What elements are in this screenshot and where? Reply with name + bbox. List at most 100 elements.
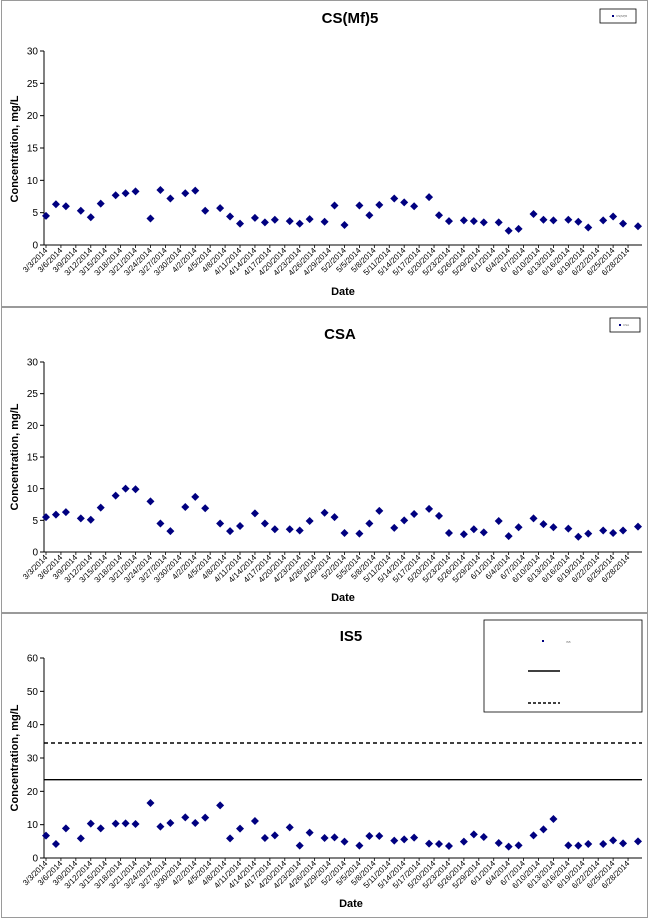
y-axis-label: Concentration, mg/L: [9, 403, 21, 510]
data-point: [574, 532, 583, 541]
data-point: [549, 523, 558, 532]
data-point: [260, 834, 269, 842]
data-point: [425, 193, 434, 202]
data-point: [444, 529, 453, 537]
data-point: [584, 529, 593, 538]
data-point: [435, 511, 444, 520]
data-point: [305, 516, 314, 525]
data-point: [295, 841, 304, 850]
data-point: [355, 841, 364, 850]
data-point: [479, 218, 488, 227]
data-point: [236, 522, 245, 531]
data-point: [549, 216, 558, 225]
data-point: [479, 833, 488, 841]
y-tick-label: 10: [27, 176, 39, 187]
data-point: [400, 198, 409, 207]
data-point: [529, 209, 538, 218]
data-point: [96, 199, 105, 208]
data-point: [201, 504, 210, 513]
chart-csmf5: CS(Mf)5 CS(Mf)50510152025303/3/20143/6/20…: [9, 8, 642, 298]
legend: IS5: [483, 619, 643, 713]
data-point: [469, 525, 478, 534]
y-tick-label: 0: [32, 241, 38, 252]
data-point: [191, 819, 200, 827]
y-tick-label: 30: [27, 754, 39, 765]
data-point: [86, 819, 95, 828]
y-axis-label: Concentration, mg/L: [9, 704, 21, 811]
data-point: [340, 220, 349, 229]
data-point: [61, 202, 70, 211]
data-point: [226, 527, 235, 536]
data-point: [400, 835, 409, 844]
y-tick-label: 15: [27, 453, 39, 464]
data-point: [295, 219, 304, 228]
chart-title: CSA: [324, 326, 356, 343]
data-point: [330, 833, 339, 842]
legend-label: CSA: [623, 323, 629, 327]
data-point: [444, 217, 453, 226]
data-point: [514, 224, 523, 233]
data-point: [330, 513, 339, 522]
data-point: [425, 839, 434, 848]
data-point: [539, 215, 548, 224]
data-point: [61, 824, 70, 833]
chart-is5: IS5 IS501020304050603/3/20143/6/20143/9/2…: [9, 619, 643, 910]
data-point: [410, 510, 419, 518]
data-point: [619, 839, 628, 848]
x-axis-label: Date: [339, 898, 363, 910]
data-point: [504, 532, 513, 541]
data-point: [584, 223, 593, 232]
x-axis-label: Date: [331, 592, 355, 604]
chart-panel-csa: CSA CSA 0 5 10 15 20 25 30 3/3/2014 3/6/2014 3/9/20…: [1, 307, 648, 613]
data-point: [529, 514, 538, 523]
chart-csa: CSACSA0510152025303/3/20143/6/20143/9/20…: [9, 317, 642, 604]
data-point: [250, 509, 259, 518]
data-point: [96, 824, 105, 833]
data-point: [270, 831, 279, 840]
data-point: [634, 522, 642, 531]
data-point: [226, 834, 235, 843]
data-point: [564, 215, 573, 224]
data-point: [250, 817, 259, 825]
data-point: [51, 200, 60, 209]
y-tick-label: 5: [32, 516, 38, 527]
y-axis-label: Concentration, mg/L: [9, 95, 21, 202]
data-point: [236, 219, 245, 228]
data-point: [320, 834, 329, 842]
data-point: [61, 508, 70, 517]
y-tick-label: 50: [27, 687, 39, 698]
legend: CSA: [609, 317, 641, 333]
data-point: [355, 529, 364, 538]
data-point: [51, 840, 60, 848]
data-point: [469, 217, 478, 226]
data-point: [574, 841, 583, 850]
data-point: [390, 523, 399, 532]
x-axis-label: Date: [331, 286, 355, 298]
data-point: [121, 484, 130, 493]
y-tick-label: 60: [27, 654, 39, 665]
data-point: [191, 492, 200, 501]
legend-box: [599, 8, 637, 24]
data-point: [201, 206, 210, 215]
data-point: [285, 217, 294, 226]
data-point: [355, 201, 364, 210]
data-point: [146, 799, 155, 807]
data-point: [111, 819, 120, 828]
data-point: [634, 222, 642, 231]
legend-label: CS(Mf)5: [616, 14, 627, 18]
data-point: [111, 491, 120, 500]
data-point: [76, 514, 85, 523]
data-point: [51, 510, 60, 519]
data-point: [619, 526, 628, 535]
legend-label: IS5: [566, 640, 571, 644]
data-point: [191, 186, 200, 195]
data-point: [539, 825, 548, 834]
legend-box: [609, 317, 641, 333]
data-point: [146, 497, 155, 506]
data-point: [494, 516, 503, 525]
data-point: [320, 217, 329, 226]
y-tick-label: 30: [27, 358, 39, 369]
chart-panel-csmf5: CS(Mf)5 CS(Mf)5 0 5 10 15 20 25 30 3/3/2014 3/6/20…: [1, 0, 648, 307]
data-point: [121, 819, 130, 828]
data-point: [111, 191, 120, 200]
